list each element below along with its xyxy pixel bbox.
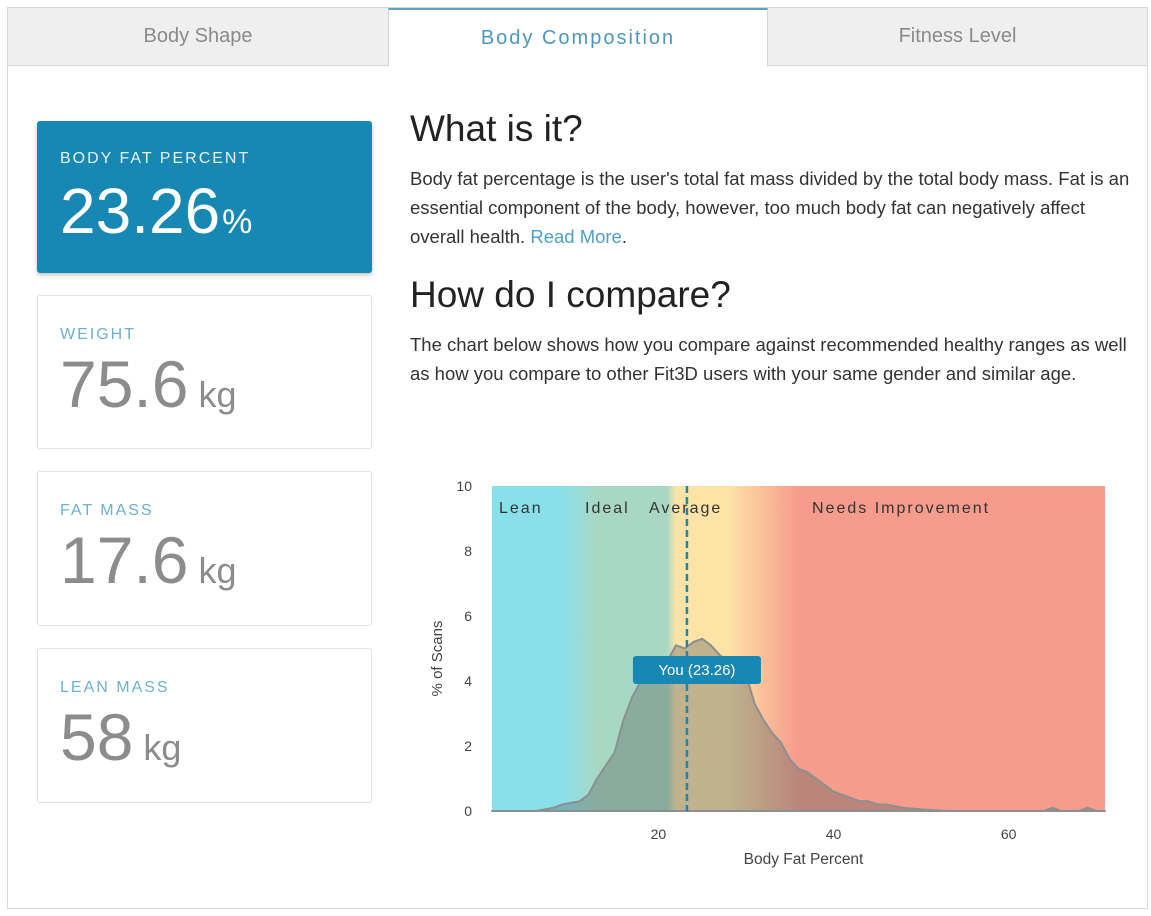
body-composition-panel: Body Shape Body Composition Fitness Leve… — [7, 7, 1148, 909]
y-tick-label-10: 10 — [456, 478, 472, 494]
tab-bar: Body Shape Body Composition Fitness Leve… — [8, 8, 1147, 66]
x-tick-label-60: 60 — [1001, 826, 1017, 842]
zone-label-average: Average — [649, 500, 722, 517]
read-more-link[interactable]: Read More — [530, 226, 622, 247]
tab-body-composition[interactable]: Body Composition — [388, 8, 768, 66]
fat-mass-unit: kg — [198, 550, 237, 591]
fat-mass-label: FAT MASS — [60, 502, 154, 519]
x-tick-label-40: 40 — [826, 826, 842, 842]
what-is-it-text: Body fat percentage is the user's total … — [410, 168, 1130, 247]
y-tick-label-8: 8 — [464, 543, 472, 559]
fat-mass-card: FAT MASS 17.6 kg — [37, 471, 372, 626]
zone-label-ideal: Ideal — [585, 500, 630, 517]
body-fat-label: BODY FAT PERCENT — [60, 150, 251, 167]
how-do-i-compare-text: The chart below shows how you compare ag… — [410, 334, 1127, 384]
body-fat-distribution-chart: 0 2 4 6 8 10 20 40 60 Body Fat Percent % of Scans L… — [418, 473, 1138, 883]
y-axis-label: % of Scans — [429, 621, 446, 697]
y-tick-label-4: 4 — [464, 673, 472, 689]
x-tick-label-20: 20 — [651, 826, 667, 842]
lean-mass-unit: kg — [143, 727, 182, 768]
body-fat-value: 23.26% — [60, 175, 253, 247]
chart-svg: 0 2 4 6 8 10 20 40 60 Body Fat Percent % of Scans L… — [429, 478, 1106, 868]
zone-background — [492, 486, 1105, 811]
weight-unit: kg — [198, 374, 237, 415]
body-fat-unit: % — [222, 203, 253, 241]
what-is-it-heading: What is it? — [410, 108, 583, 149]
y-tick-label-0: 0 — [464, 803, 472, 819]
zone-label-needs-improvement: Needs Improvement — [812, 500, 990, 517]
you-tooltip — [632, 656, 761, 684]
lean-mass-label: LEAN MASS — [60, 679, 170, 696]
lean-mass-card: LEAN MASS 58 kg — [37, 648, 372, 803]
lean-mass-value: 58 kg — [60, 700, 182, 774]
tab-fitness-level[interactable]: Fitness Level — [768, 8, 1147, 66]
x-axis-label: Body Fat Percent — [744, 851, 864, 868]
fat-mass-value: 17.6 kg — [60, 523, 237, 597]
weight-card: WEIGHT 75.6 kg — [37, 295, 372, 449]
tab-body-shape[interactable]: Body Shape — [8, 8, 388, 66]
y-tick-label-2: 2 — [464, 738, 472, 754]
body-fat-card: BODY FAT PERCENT 23.26% — [37, 121, 372, 273]
y-tick-label-6: 6 — [464, 608, 472, 624]
weight-label: WEIGHT — [60, 326, 136, 343]
weight-value: 75.6 kg — [60, 347, 237, 421]
how-do-i-compare-heading: How do I compare? — [410, 274, 731, 315]
zone-label-lean: Lean — [499, 500, 543, 517]
you-tooltip-label: You (23.26) — [658, 662, 735, 679]
